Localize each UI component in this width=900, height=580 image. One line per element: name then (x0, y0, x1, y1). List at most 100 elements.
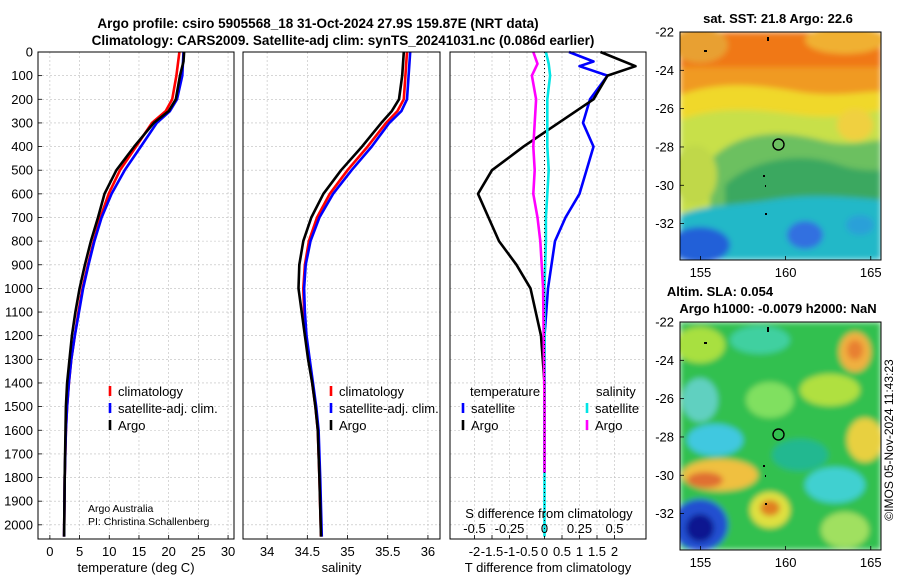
temperature-legend-label: Argo (118, 418, 145, 433)
sla_map-xtick-label: 165 (860, 555, 882, 570)
s-diff-tick-label: 0 (541, 521, 548, 536)
timestamp-stamp: ©IMOS 05-Nov-2024 11:43:23 (882, 359, 896, 521)
salinity-series-argo (297, 51, 406, 537)
diff-salinity-legend-label: satellite (595, 401, 639, 416)
salinity-legend-label: satellite-adj. clim. (339, 401, 439, 416)
salinity-frame (242, 51, 441, 540)
sla-map-field (680, 322, 881, 550)
sla_map-ytick-label: -22 (655, 315, 674, 330)
difference-xtick-label: 0.5 (553, 544, 571, 559)
depth-tick-label: 1500 (4, 399, 33, 414)
org-label: Argo Australia (88, 503, 154, 515)
s-diff-tick-label: 0.25 (567, 521, 592, 536)
sst_map-ytick-label: -22 (655, 25, 674, 40)
difference-profile-chart: -2 -1.5 -1 -0.5 0 0.5 1 1.5 2T difference from c… (449, 50, 647, 575)
temperature-xtick-label: 25 (191, 544, 205, 559)
sst-map-title: sat. SST: 21.8 Argo: 22.6 (703, 11, 853, 26)
depth-tick-label: 1600 (4, 423, 33, 438)
temperature-xtick-label: 0 (46, 544, 53, 559)
difference-frame (449, 51, 647, 540)
difference-xtick-label: 2 (611, 544, 618, 559)
temperature-legend-label: satellite-adj. clim. (118, 401, 218, 416)
salinity-xtick-label: 36 (421, 544, 435, 559)
difference-xtick-label: -1.5 (481, 544, 503, 559)
depth-tick-label: 1200 (4, 328, 33, 343)
sst-map-axes: 155 160 165 -22 -24 -26 -28 -30 -32 (655, 25, 881, 281)
sla-map: Altim. SLA: 0.054 Argo h1000: -0.0079 h2… (655, 284, 881, 571)
sla_map-ytick-label: -28 (655, 429, 674, 444)
depth-tick-label: 200 (11, 92, 33, 107)
sst_map-ytick-label: -30 (655, 178, 674, 193)
sla-map-axes: 155 160 165 -22 -24 -26 -28 -30 -32 (655, 315, 881, 571)
sla_map-ytick-label: -26 (655, 391, 674, 406)
sst-map-field (680, 32, 881, 260)
sla_map-xtick-label: 160 (775, 555, 797, 570)
temperature-legend-title: temperature (470, 384, 540, 399)
depth-tick-label: 1700 (4, 446, 33, 461)
sst_map-ytick-label: -24 (655, 63, 674, 78)
depth-tick-label: 1000 (4, 281, 33, 296)
salinity-legend-label: climatology (339, 384, 405, 399)
difference-xtick-label: -0.5 (516, 544, 538, 559)
difference-xtick-label: 1.5 (588, 544, 606, 559)
sst_map-xtick-label: 160 (775, 265, 797, 280)
salinity-xtick-label: 35.5 (375, 544, 400, 559)
sla-map-title: Altim. SLA: 0.054 (667, 284, 774, 299)
sst_map-xtick-label: 165 (860, 265, 882, 280)
depth-tick-label: 1800 (4, 470, 33, 485)
temperature-xtick-label: 10 (102, 544, 116, 559)
depth-tick-label: 1100 (5, 305, 33, 320)
diff-temperature-legend-label: satellite (471, 401, 515, 416)
s-diff-tick-label: 0.5 (605, 521, 623, 536)
figure-title-line2: Climatology: CARS2009. Satellite-adj cli… (92, 33, 595, 48)
temperature-xlabel: temperature (deg C) (77, 560, 194, 575)
depth-tick-label: 1400 (4, 375, 33, 390)
temperature-plot-area (38, 52, 234, 539)
depth-tick-label: 1900 (4, 494, 33, 509)
sst-island-marks (704, 37, 769, 215)
diff-salinity-legend-label: Argo (595, 418, 622, 433)
depth-tick-label: 800 (11, 234, 33, 249)
salinity-xlabel: salinity (322, 560, 362, 575)
salinity-plot-area (243, 52, 440, 539)
difference-xtick-label: -1 (504, 544, 516, 559)
temperature-xtick-label: 5 (76, 544, 83, 559)
salinity-profile-chart: 34 34.5 35 35.5 36 salinity climatology satelli… (242, 51, 441, 575)
temperature-frame (37, 51, 235, 540)
depth-tick-label: 0 (26, 45, 33, 60)
sst-map: sat. SST: 21.8 Argo: 22.6 (655, 11, 881, 281)
temperature-xtick-label: 30 (221, 544, 235, 559)
salinity-xtick-label: 34.5 (295, 544, 320, 559)
temperature-xtick-label: 15 (132, 544, 146, 559)
sst_map-ytick-label: -28 (655, 139, 674, 154)
s-diff-tick-label: -0.5 (463, 521, 485, 536)
temperature-xtick-label: 20 (161, 544, 175, 559)
salinity-xtick-label: 34 (260, 544, 274, 559)
depth-tick-label: 2000 (4, 517, 33, 532)
difference-xlabel: T difference from climatology (465, 560, 632, 575)
depth-tick-label: 700 (11, 210, 33, 225)
temperature-legend-label: climatology (118, 384, 184, 399)
difference-xtick-label: 0 (541, 544, 548, 559)
temperature-profile-chart: 0 5 10 15 20 25 30 temperature (deg C) 0 100 200 30… (4, 45, 235, 576)
sst-float-marker (772, 138, 785, 151)
depth-tick-label: 400 (11, 139, 33, 154)
depth-tick-label: 100 (11, 68, 33, 83)
pi-label: PI: Christina Schallenberg (88, 516, 210, 528)
salinity-legend-title: salinity (596, 384, 636, 399)
depth-tick-label: 300 (11, 115, 33, 130)
s-diff-tick-label: -0.25 (495, 521, 525, 536)
sla_map-ytick-label: -32 (655, 506, 674, 521)
figure-title-line1: Argo profile: csiro 5905568_18 31-Oct-20… (97, 16, 538, 31)
s-diff-axis-label: S difference from climatology (465, 506, 633, 521)
temperature-series-argo (62, 51, 186, 537)
sst_map-ytick-label: -26 (655, 101, 674, 116)
difference-xtick-label: 1 (576, 544, 583, 559)
sla_map-ytick-label: -30 (655, 468, 674, 483)
difference-xtick-label: -2 (469, 544, 481, 559)
sla-map-subtitle: Argo h1000: -0.0079 h2000: NaN (679, 301, 876, 316)
sst_map-ytick-label: -32 (655, 216, 674, 231)
depth-tick-label: 1300 (4, 352, 33, 367)
sst_map-xtick-label: 155 (690, 265, 712, 280)
